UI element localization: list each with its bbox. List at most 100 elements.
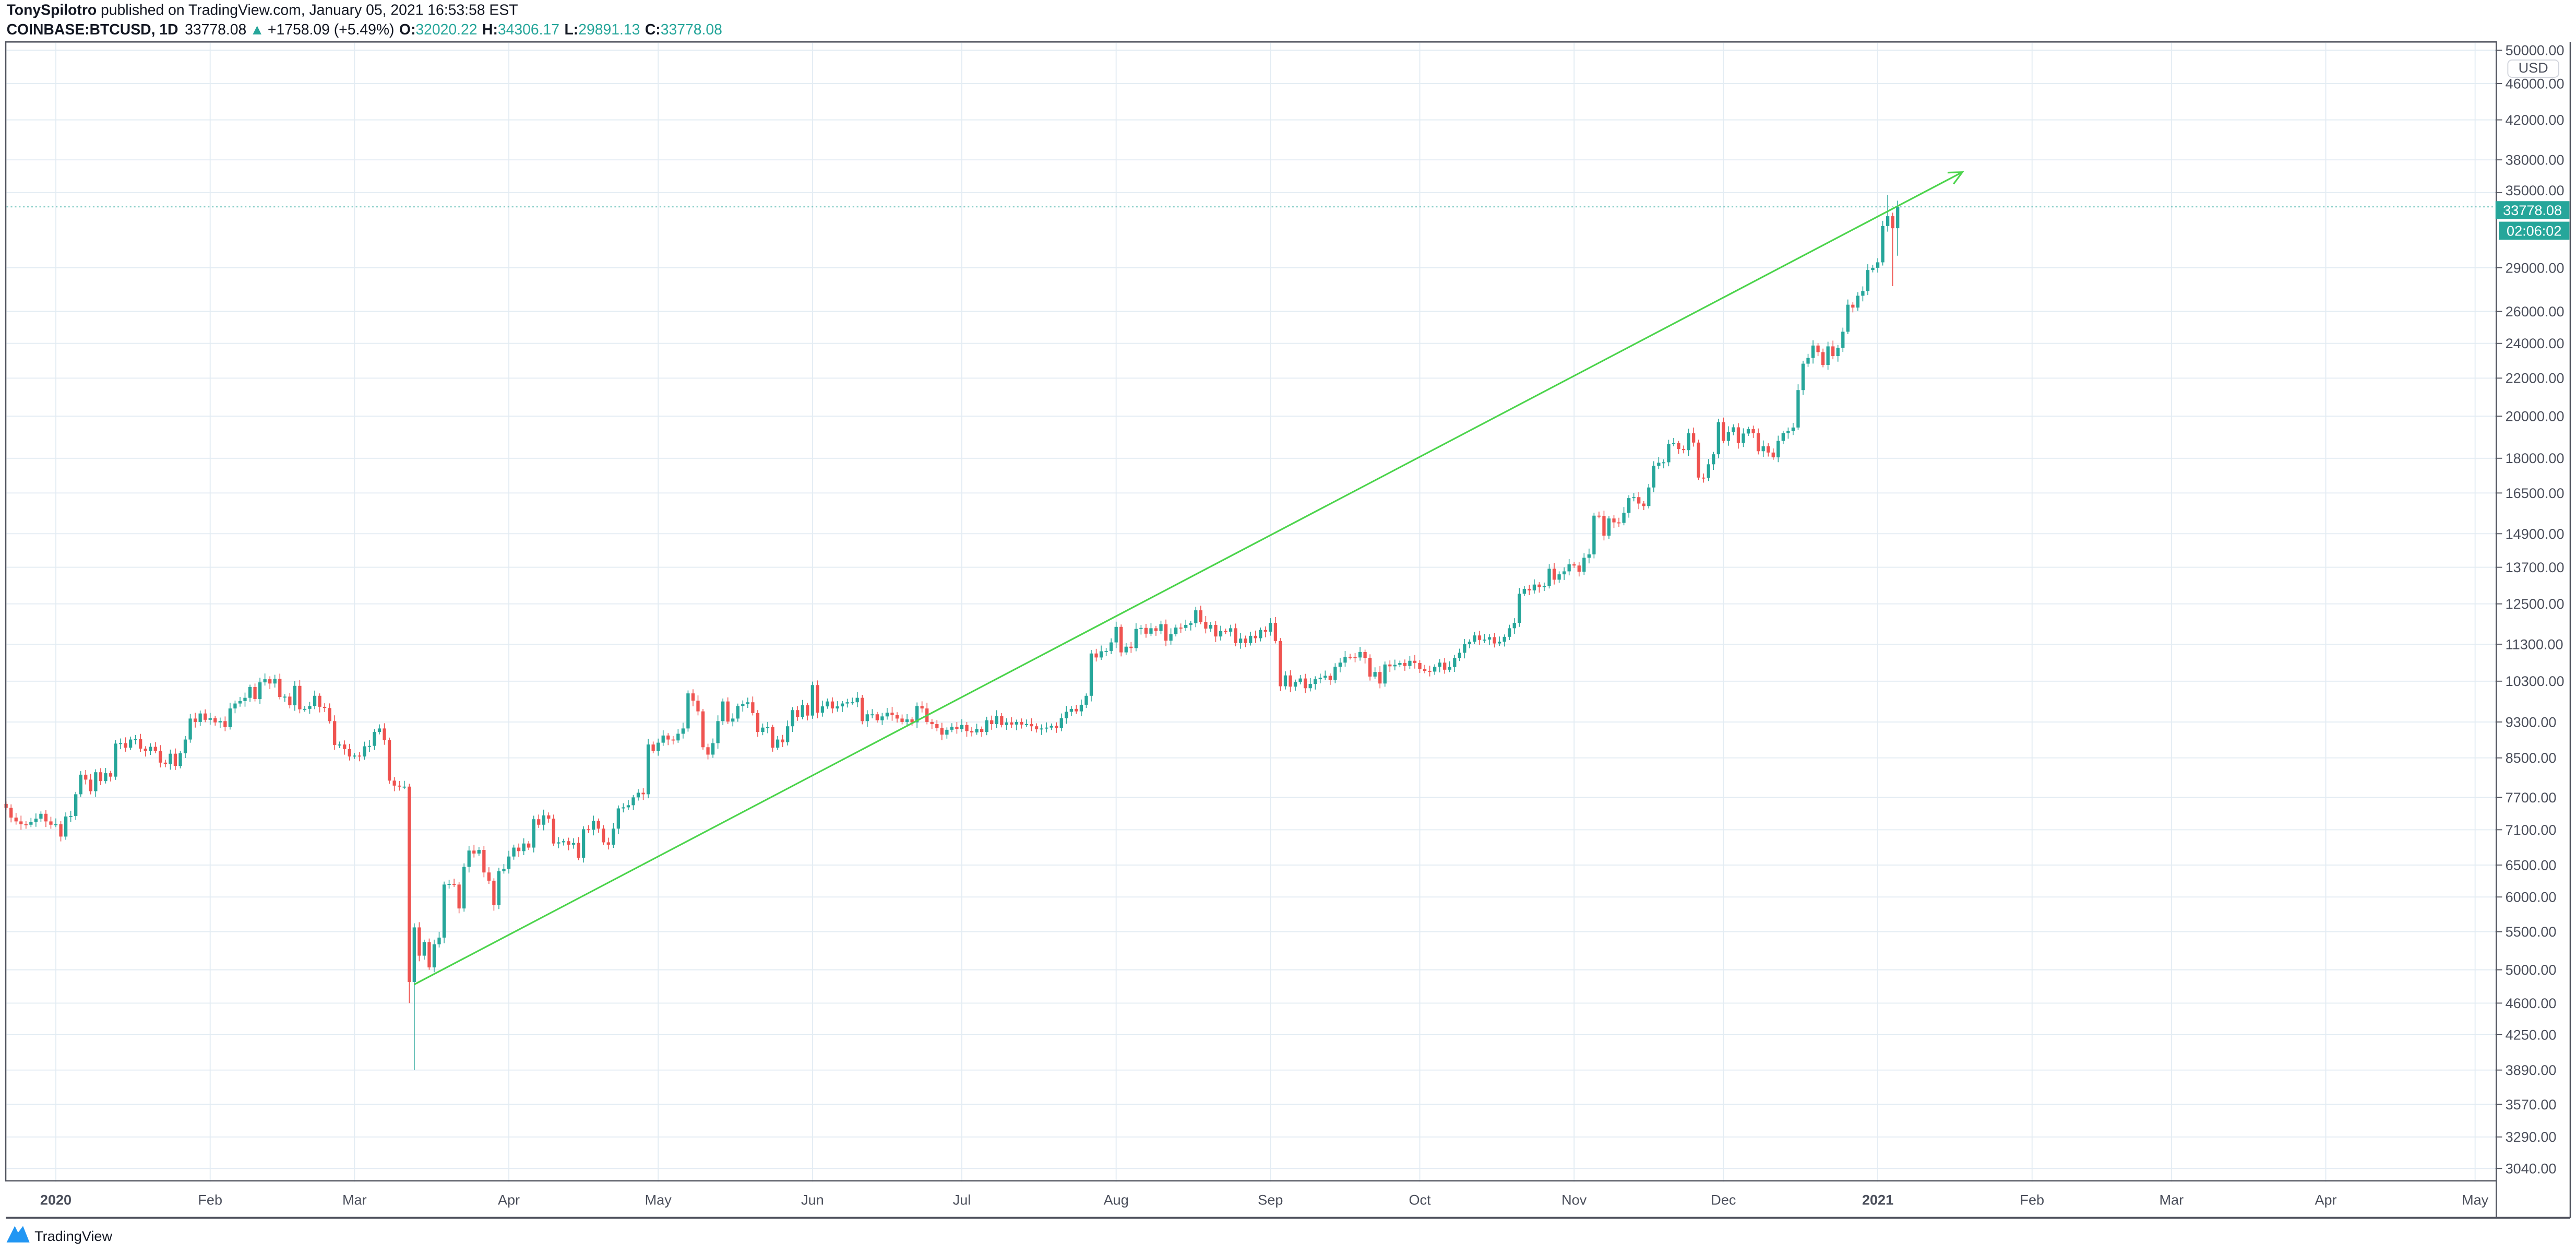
candle — [875, 712, 879, 723]
candle — [1448, 661, 1451, 672]
time-axis[interactable]: 2020 Feb Mar Apr May Jun Jul Aug Sep Oct Nov Dec 202… — [40, 1192, 2489, 1208]
candle — [1691, 427, 1696, 447]
candle-body — [597, 821, 600, 829]
candle — [1612, 515, 1616, 528]
candle — [1189, 621, 1192, 631]
candle — [1767, 443, 1770, 457]
candle — [731, 713, 735, 727]
candle — [1010, 717, 1013, 728]
candle-body — [741, 704, 745, 706]
candle-body — [806, 705, 809, 716]
candle-body — [318, 695, 321, 707]
author-link[interactable]: TonySpilotro — [7, 2, 97, 18]
candle-body — [1767, 446, 1770, 453]
candle-body — [810, 685, 815, 716]
candle-body — [721, 701, 725, 721]
candle — [1672, 438, 1676, 446]
candle-body — [890, 713, 894, 715]
candle — [288, 693, 292, 708]
candle — [1751, 425, 1755, 438]
candle — [766, 721, 770, 734]
candle-body — [776, 739, 780, 748]
candle-body — [885, 713, 889, 717]
candle — [681, 723, 685, 739]
candle — [273, 675, 277, 688]
candle — [870, 709, 874, 718]
candle-body — [1084, 695, 1088, 705]
candle-body — [1383, 664, 1387, 684]
trendline-segment[interactable] — [414, 171, 1963, 986]
candle-body — [1497, 642, 1501, 644]
candle-body — [602, 829, 605, 843]
candle — [1771, 448, 1775, 460]
trendline[interactable] — [414, 171, 1964, 986]
candle-body — [283, 696, 287, 698]
candle — [980, 726, 984, 737]
candle-body — [651, 744, 655, 751]
candle-body — [990, 720, 994, 725]
open-value: 32020.22 — [415, 21, 477, 38]
candle — [1522, 586, 1526, 596]
candle-body — [845, 702, 849, 704]
y-tick-label: 3040.00 — [2506, 1161, 2557, 1177]
candle-body — [1413, 660, 1417, 663]
candle-body — [497, 871, 501, 905]
candle-body — [99, 772, 103, 782]
candle-body — [960, 725, 964, 729]
tradingview-logo[interactable]: TradingView — [6, 1226, 113, 1244]
publish-info: published on TradingView.com, January 05… — [97, 2, 518, 18]
candle — [930, 719, 934, 729]
candle — [801, 700, 804, 719]
y-tick-label: 18000.00 — [2506, 450, 2565, 466]
candle-body — [1502, 636, 1506, 642]
candle-body — [781, 739, 784, 742]
candle — [1702, 473, 1706, 483]
currency-badge[interactable] — [2507, 60, 2559, 78]
candle-body — [383, 728, 386, 740]
candle-body — [1089, 653, 1093, 696]
candle — [1423, 665, 1427, 673]
price-axis[interactable]: 50000.00 46000.00 42000.00 38000.00 35000.00… — [2495, 42, 2565, 1177]
candle — [373, 729, 376, 750]
candle-body — [1707, 464, 1710, 478]
candle — [890, 706, 894, 721]
candle — [1582, 553, 1586, 575]
symbol-label[interactable]: COINBASE:BTCUSD, 1D — [7, 21, 178, 38]
candle — [1861, 286, 1865, 302]
candle-body — [1224, 631, 1227, 632]
candle-body — [612, 829, 615, 845]
candle-body — [1333, 667, 1337, 680]
candle-body — [1562, 571, 1566, 575]
candle — [19, 815, 23, 830]
bar-countdown: 02:06:02 — [2507, 222, 2561, 239]
y-tick-label: 46000.00 — [2506, 75, 2565, 91]
y-tick-label: 7700.00 — [2506, 789, 2557, 806]
x-tick-label: Feb — [198, 1192, 222, 1208]
candle-body — [1537, 584, 1541, 587]
candle — [1781, 431, 1785, 444]
candle-body — [467, 850, 471, 867]
candle-body — [661, 735, 665, 743]
candle-body — [1079, 704, 1083, 712]
candle-body — [357, 755, 362, 757]
candle — [1637, 492, 1641, 510]
candle — [975, 724, 979, 735]
candle — [920, 701, 924, 713]
candle — [1254, 630, 1257, 643]
candle-body — [402, 786, 406, 788]
candle — [477, 847, 481, 856]
candle — [1493, 633, 1496, 648]
candle-body — [1572, 564, 1576, 566]
candle-body — [766, 727, 770, 728]
candle-body — [1637, 497, 1641, 504]
x-tick-label: Dec — [1711, 1192, 1736, 1208]
candle — [910, 717, 914, 726]
candle-body — [1353, 657, 1357, 658]
candle — [24, 821, 28, 829]
candle-body — [1378, 672, 1382, 684]
candle-body — [1736, 427, 1740, 443]
y-tick-label: 6500.00 — [2506, 857, 2557, 873]
candle-body — [268, 679, 272, 684]
candle-body — [204, 713, 207, 720]
candle — [606, 837, 610, 850]
